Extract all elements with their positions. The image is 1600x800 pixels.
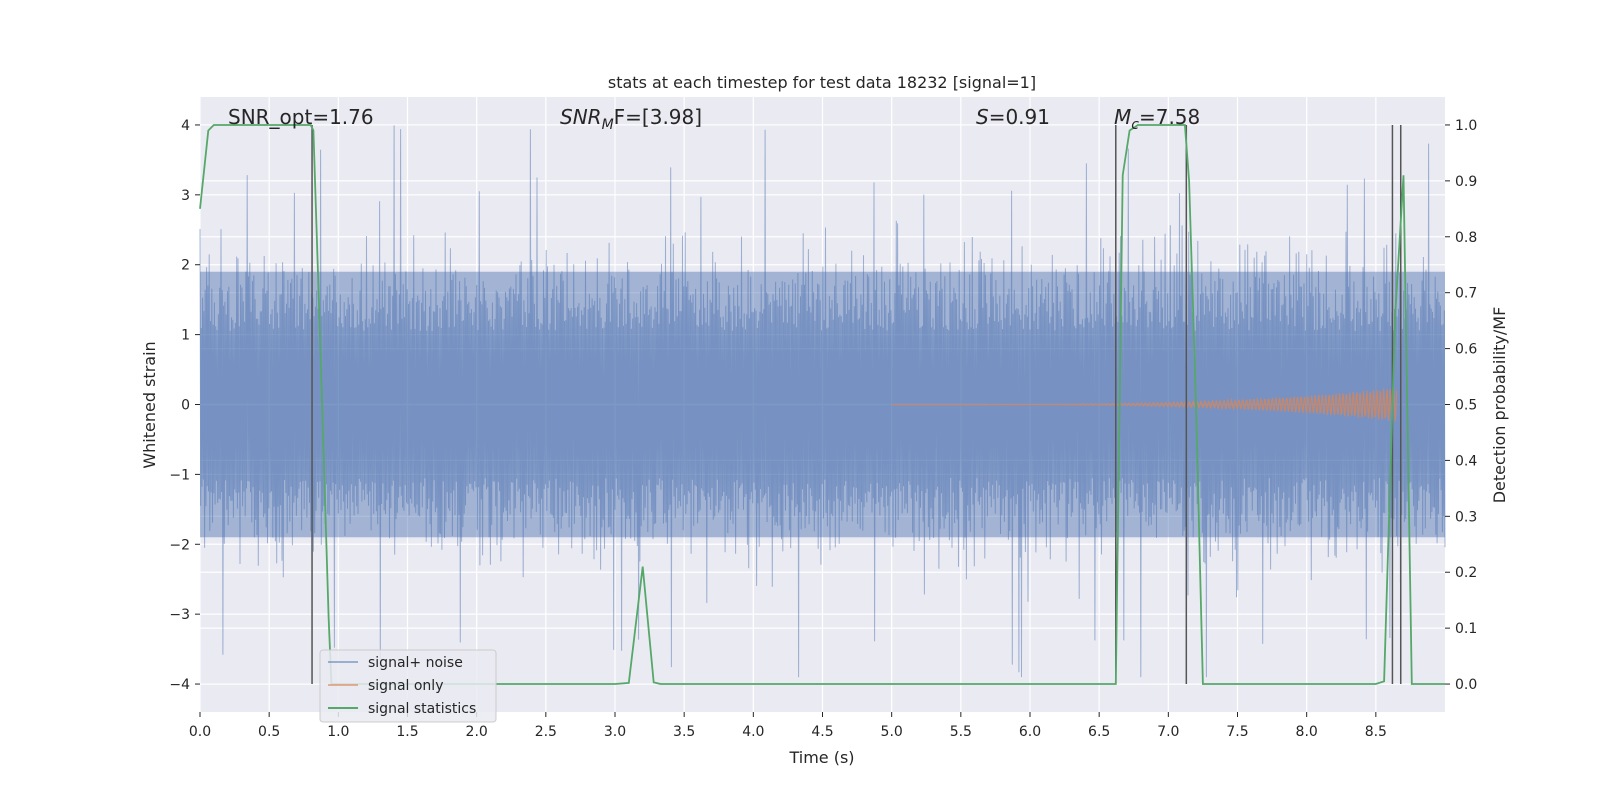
x-tick-label: 4.5 [811,724,833,740]
annotation-mc-sub: c [1131,117,1139,133]
y-tick-label: −1 [169,467,190,483]
x-tick-label: 5.5 [950,724,972,740]
signal-only-series [891,387,1398,422]
x-tick-label: 5.0 [881,724,903,740]
x-tick-label: 6.5 [1088,724,1110,740]
signal-only-line [891,387,1398,422]
y-right-tick-label: 0.8 [1455,230,1477,246]
annotation-s: S=0.91 [976,105,1050,129]
x-tick-label: 1.5 [396,724,418,740]
annotation-mc-rest: =7.58 [1139,105,1200,129]
legend-label-signal-noise: signal+ noise [368,655,463,671]
y-right-tick-label: 0.4 [1455,453,1477,469]
x-tick-label: 1.0 [327,724,349,740]
signal-statistics-series [199,124,1445,685]
y-right-tick-label: 0.7 [1455,286,1477,302]
signal-statistics-line [199,124,1445,685]
x-tick-label: 8.5 [1365,724,1387,740]
legend-label-signal-statistics: signal statistics [368,701,476,717]
x-tick-label: 4.0 [742,724,764,740]
x-tick-label: 2.0 [466,724,488,740]
legend-box [319,649,497,723]
y-right-tick-label: 0.3 [1455,509,1477,525]
x-tick-label: 3.5 [673,724,695,740]
y-axis-right-label: Detection probability/MF [1490,307,1509,504]
annotation-snr-mf-rest: F=[3.98] [614,105,702,129]
y-tick-label: −2 [169,537,190,553]
y-tick-label: 0 [181,398,190,414]
annotation-snr-opt: SNR_opt=1.76 [228,105,374,129]
y-tick-label: −4 [169,677,190,693]
legend-label-signal-only: signal only [368,678,443,694]
axis-ticks: 0.0 0.5 1.0 1.5 2.0 2.5 3.0 3.5 4.0 4.5 5.0 5.5 6.0 6… [169,118,1477,740]
y-right-tick-label: 1.0 [1455,118,1477,134]
x-tick-label: 0.5 [258,724,280,740]
signal-noise-line [199,125,1446,678]
annotation-mc-main: M [1114,105,1131,129]
x-tick-label: 6.0 [1019,724,1041,740]
annotation-snr-mf-sub: M [602,117,614,133]
y-right-tick-label: 0.5 [1455,398,1477,414]
x-tick-label: 0.0 [189,724,211,740]
annotation-s-main: S [976,105,989,129]
x-axis-label: Time (s) [788,748,854,767]
y-right-tick-label: 0.0 [1455,677,1477,693]
y-tick-label: 1 [181,328,190,344]
x-tick-label: 3.0 [604,724,626,740]
annotation-mc: Mc=7.58 [1114,105,1200,133]
x-tick-label: 7.5 [1226,724,1248,740]
y-tick-label: −3 [169,607,190,623]
y-right-tick-label: 0.2 [1455,565,1477,581]
y-right-tick-label: 0.9 [1455,174,1477,190]
x-tick-label: 2.5 [535,724,557,740]
chart-title: stats at each timestep for test data 182… [608,73,1036,92]
x-tick-label: 8.0 [1296,724,1318,740]
annotation-snr-mf: SNRMF=[3.98] [560,105,702,133]
legend: signal+ noise signal only signal statist… [319,649,497,723]
annotation-snr-mf-main: SNR [560,105,602,129]
y-tick-label: 3 [181,188,190,204]
y-right-tick-label: 0.6 [1455,342,1477,358]
annotation-s-rest: =0.91 [989,105,1050,129]
y-tick-label: 2 [181,258,190,274]
y-right-tick-label: 0.1 [1455,621,1477,637]
y-axis-label: Whitened strain [140,341,159,468]
y-tick-label: 4 [181,118,190,134]
x-tick-label: 7.0 [1157,724,1179,740]
